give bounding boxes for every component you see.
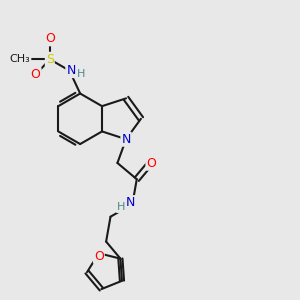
Text: H: H [76,69,85,79]
Text: CH₃: CH₃ [10,54,30,64]
Text: O: O [94,250,104,263]
Text: S: S [46,53,54,66]
Text: N: N [126,196,136,209]
Text: N: N [66,64,76,77]
Text: O: O [146,157,156,170]
Text: N: N [122,133,131,146]
Text: O: O [31,68,40,81]
Text: O: O [45,32,55,45]
Text: H: H [117,202,125,212]
